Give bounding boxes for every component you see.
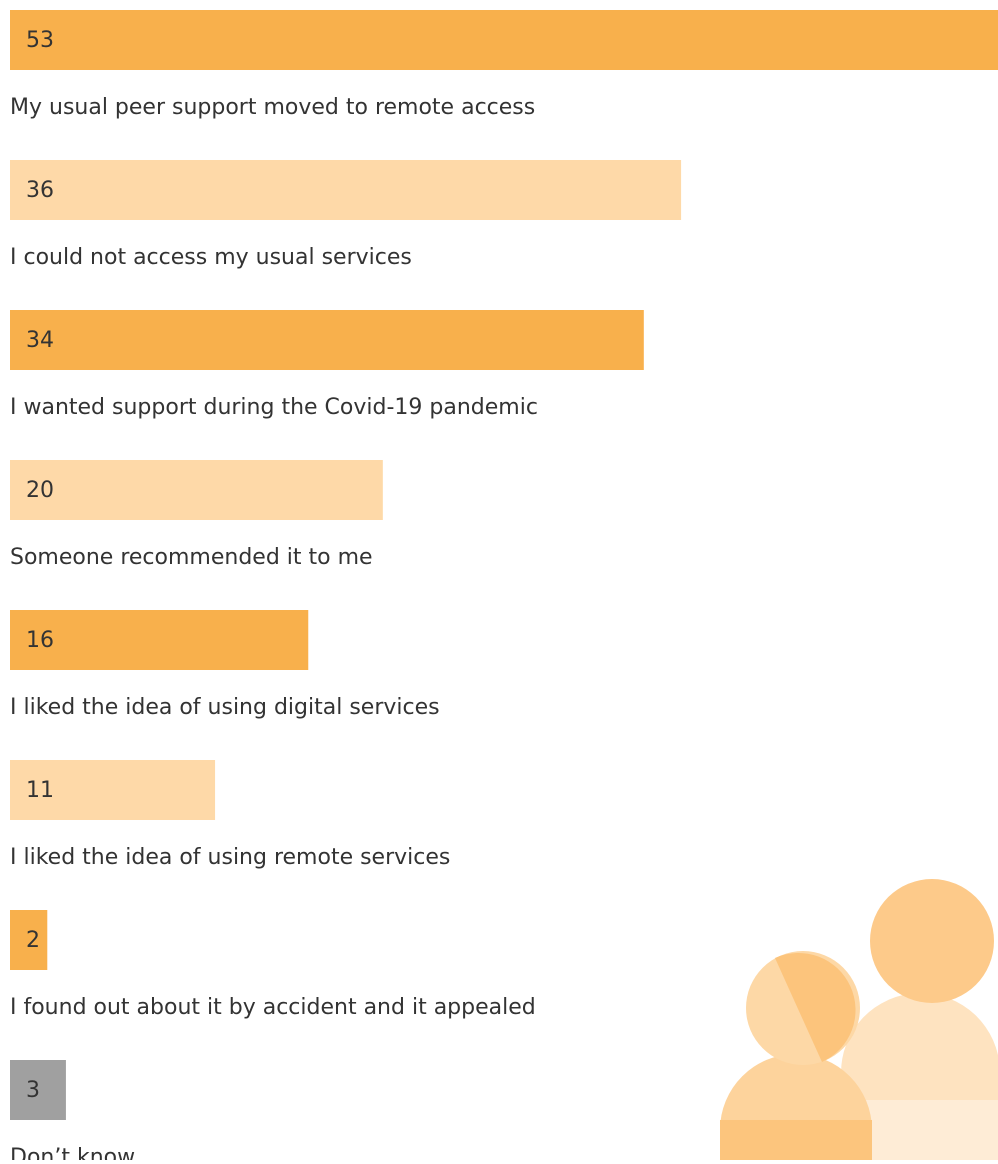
bar bbox=[10, 1060, 66, 1120]
person-head-shade bbox=[775, 952, 856, 1062]
people-illustration bbox=[720, 879, 998, 1160]
bar bbox=[10, 910, 48, 970]
category-label: I could not access my usual services bbox=[10, 245, 412, 270]
bar bbox=[10, 160, 682, 220]
category-label: I liked the idea of using digital servic… bbox=[10, 695, 440, 720]
bar bbox=[10, 760, 216, 820]
bar bbox=[10, 460, 383, 520]
value-label: 20 bbox=[26, 478, 54, 503]
value-label: 3 bbox=[26, 1078, 40, 1103]
category-label: Someone recommended it to me bbox=[10, 545, 373, 570]
value-label: 53 bbox=[26, 28, 54, 53]
value-label: 36 bbox=[26, 178, 54, 203]
value-label: 2 bbox=[26, 928, 40, 953]
value-label: 11 bbox=[26, 778, 54, 803]
category-label: Don’t know bbox=[10, 1145, 135, 1160]
bar bbox=[10, 10, 998, 70]
category-label: I liked the idea of using remote service… bbox=[10, 845, 450, 870]
category-label: I wanted support during the Covid-19 pan… bbox=[10, 395, 538, 420]
category-label: I found out about it by accident and it … bbox=[10, 995, 536, 1020]
person-head bbox=[870, 879, 994, 1003]
category-label: My usual peer support moved to remote ac… bbox=[10, 95, 535, 120]
bar bbox=[10, 610, 309, 670]
value-label: 34 bbox=[26, 328, 54, 353]
bar bbox=[10, 310, 644, 370]
value-label: 16 bbox=[26, 628, 54, 653]
person-body-lower bbox=[720, 1120, 872, 1160]
